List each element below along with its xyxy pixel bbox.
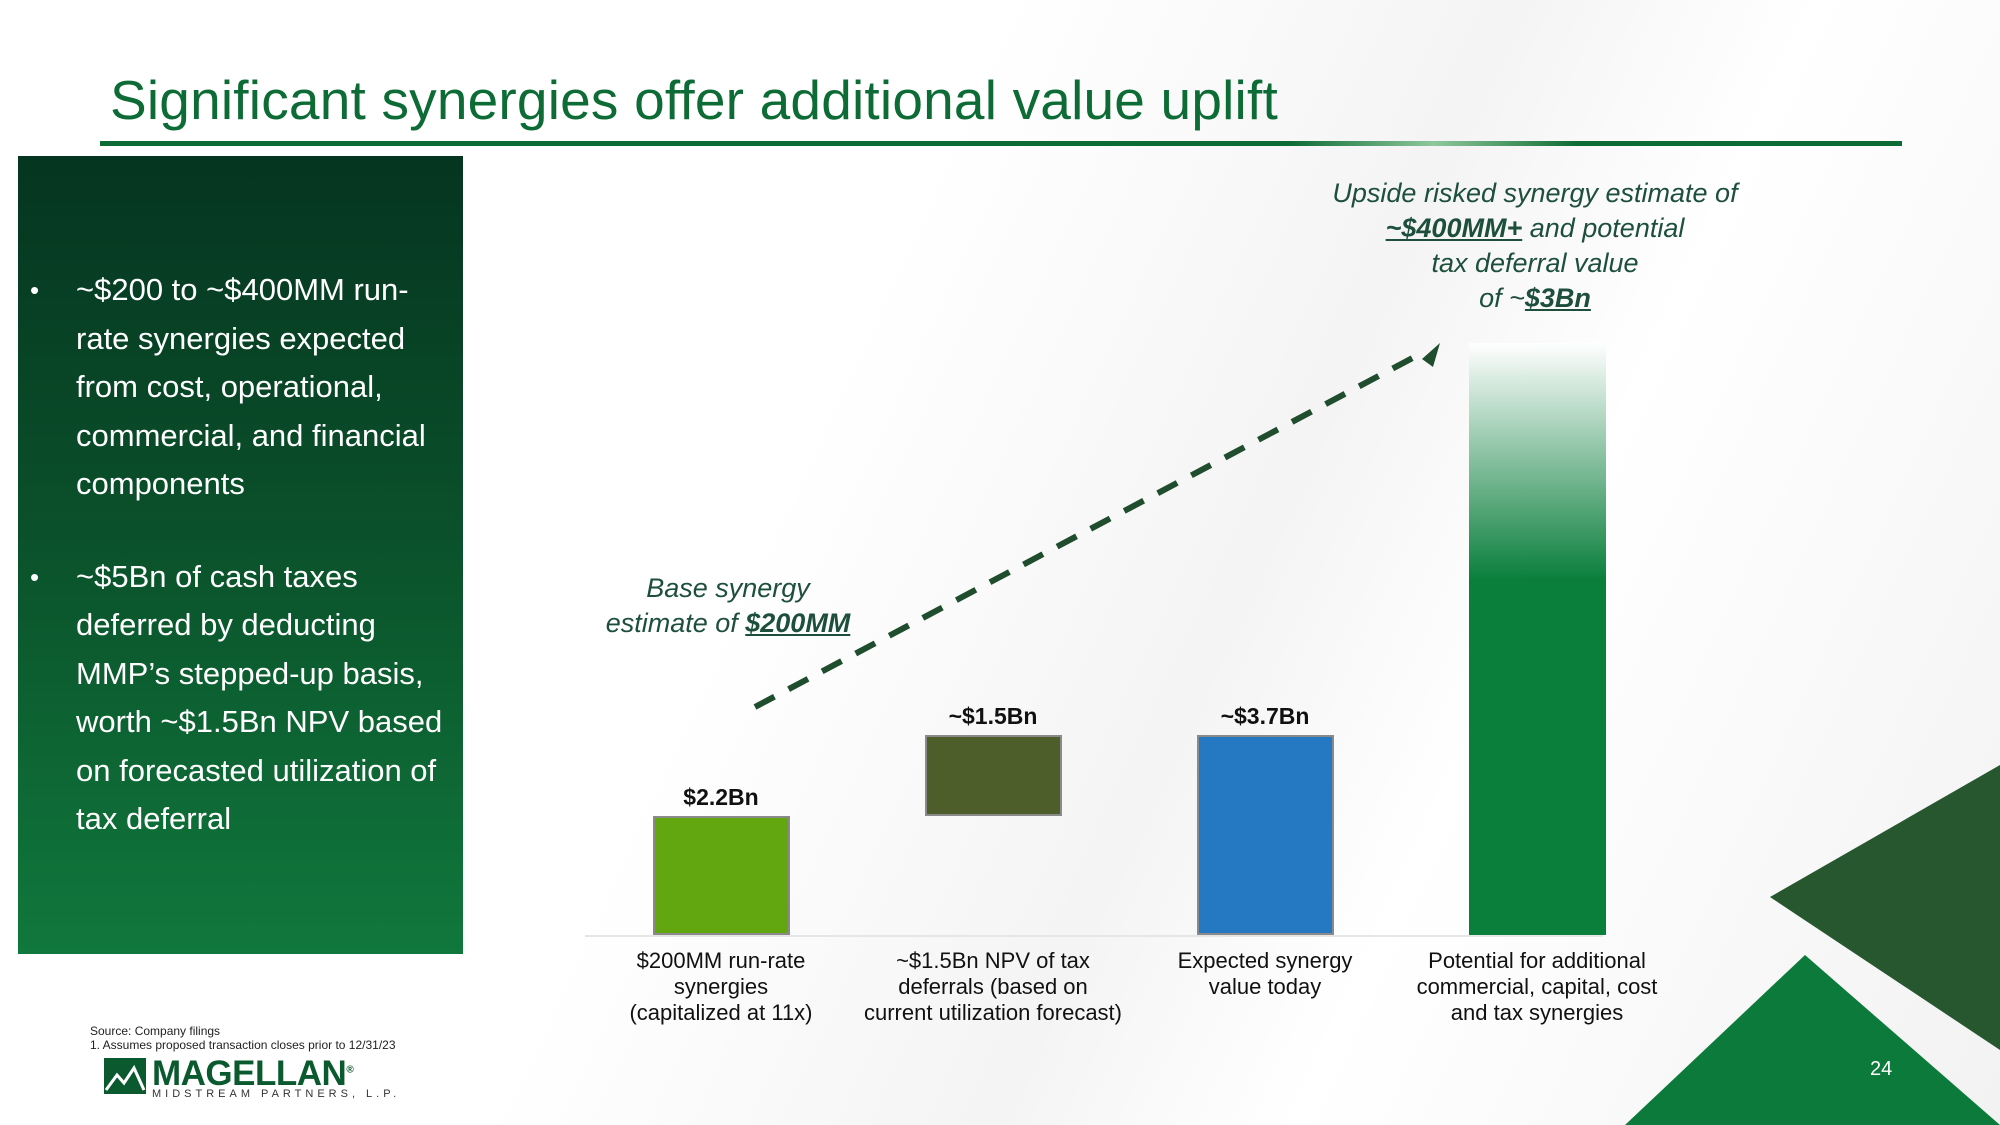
registered-mark: ®: [346, 1064, 354, 1076]
bar-3: [1196, 735, 1334, 935]
category-label: $200MM run-rate synergies (capitalized at …: [571, 948, 871, 1026]
category-label-line: current utilization forecast): [864, 1000, 1122, 1025]
annotation-line: ~$400MM+ and potential: [1290, 211, 1780, 246]
base-synergy-annotation: Base synergy estimate of $200MM: [588, 571, 868, 641]
bullet-item: • ~$200 to ~$400MM run-rate synergies ex…: [18, 266, 463, 509]
chart-baseline: [585, 935, 1603, 937]
footnote: 1. Assumes proposed transaction closes p…: [90, 1038, 396, 1052]
annotation-line: tax deferral value: [1431, 248, 1639, 278]
category-label: ~$1.5Bn NPV of tax deferrals (based on cur…: [843, 948, 1143, 1026]
bar-4: [1468, 343, 1606, 935]
category-label-line: $200MM run-rate: [636, 948, 806, 973]
annotation-value: ~$400MM+: [1385, 213, 1523, 243]
annotation-value: $3Bn: [1524, 283, 1591, 313]
bullet-icon: •: [30, 275, 40, 305]
bullet-list: • ~$200 to ~$400MM run-rate synergies ex…: [18, 266, 463, 888]
annotation-line: Base synergy: [646, 573, 810, 603]
logo-subtitle: MIDSTREAM PARTNERS, L.P.: [152, 1088, 401, 1100]
category-label-line: Potential for additional: [1428, 948, 1646, 973]
bar-value-label: ~$3.7Bn: [1220, 703, 1310, 730]
bar-value-label: ~$1.5Bn: [948, 703, 1038, 730]
category-label-line: value today: [1208, 974, 1322, 999]
mountain-icon: [104, 1058, 146, 1094]
annotation-text: estimate of: [605, 608, 746, 638]
category-label-line: ~$1.5Bn NPV of tax: [896, 948, 1090, 973]
category-label: Potential for additional commercial, capi…: [1387, 948, 1687, 1026]
annotation-text: and potential: [1522, 213, 1685, 243]
bar-value-label: $2.2Bn: [683, 784, 759, 811]
bar-2: [924, 735, 1062, 817]
category-label-line: deferrals (based on: [898, 974, 1088, 999]
page-number: 24: [1870, 1058, 1893, 1080]
source-note: Source: Company filings: [90, 1024, 221, 1038]
category-label-line: synergies: [673, 974, 769, 999]
annotation-value: $200MM: [745, 608, 851, 638]
side-panel: • ~$200 to ~$400MM run-rate synergies ex…: [18, 156, 463, 954]
annotation-line: of ~$3Bn: [1290, 281, 1780, 316]
bullet-text: ~$200 to ~$400MM run-rate synergies expe…: [76, 272, 426, 501]
category-label-line: (capitalized at 11x): [629, 1000, 813, 1025]
bullet-item: • ~$5Bn of cash taxes deferred by deduct…: [18, 553, 463, 844]
logo-name: MAGELLAN®: [152, 1054, 354, 1094]
upside-synergy-annotation: Upside risked synergy estimate of ~$400M…: [1290, 176, 1780, 316]
category-label: Expected synergy value today: [1115, 948, 1415, 1000]
title-rule: [100, 141, 1902, 146]
annotation-text: of ~: [1479, 283, 1525, 313]
logo-text: MAGELLAN: [152, 1054, 347, 1093]
annotation-line: Upside risked synergy estimate of: [1332, 178, 1738, 208]
category-label-line: Expected synergy: [1177, 948, 1353, 973]
bullet-text: ~$5Bn of cash taxes deferred by deductin…: [76, 558, 443, 837]
bar-1: [652, 816, 790, 935]
category-label-line: commercial, capital, cost: [1416, 974, 1658, 999]
slide-title: Significant synergies offer additional v…: [110, 69, 1278, 131]
bullet-icon: •: [30, 561, 40, 592]
annotation-line: estimate of $200MM: [588, 606, 868, 641]
category-label-line: and tax synergies: [1450, 1000, 1624, 1025]
